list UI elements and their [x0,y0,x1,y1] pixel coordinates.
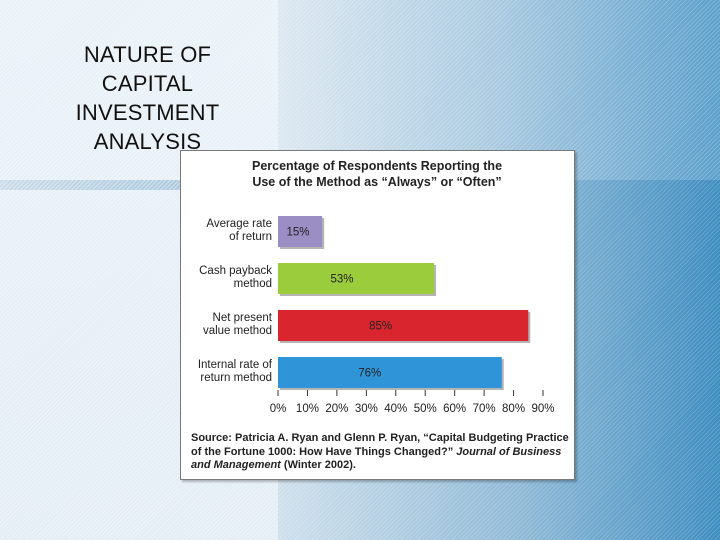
chart-source-note: Source: Patricia A. Ryan and Glenn P. Ry… [191,432,569,473]
x-tick-label: 10% [296,403,319,415]
slide-title: NATURE OF CAPITAL INVESTMENT ANALYSIS [75,42,220,154]
background-divider-band [0,180,278,190]
chart-title-line: Use of the Method as “Always” or “Often” [252,175,501,189]
bar-value-label: 85% [369,321,392,333]
bar-value-label: 15% [286,227,309,239]
x-tick-label: 20% [325,403,348,415]
chart-card: Percentage of Respondents Reporting the U… [180,150,575,480]
bar-value-label: 76% [358,368,381,380]
category-label: method [234,278,272,290]
category-label: value method [203,325,272,337]
x-tick-label: 0% [270,403,287,415]
bar [278,310,529,341]
bar [278,357,502,388]
x-tick-label: 40% [384,403,407,415]
x-tick-label: 80% [502,403,525,415]
category-label: of return [229,231,272,243]
source-journal: Journal of Business and Management [191,445,562,472]
x-tick-label: 60% [443,403,466,415]
source-suffix: (Winter 2002). [280,459,356,471]
category-label: Net present [213,312,273,324]
bar-chart: Percentage of Respondents Reporting the U… [198,159,555,415]
x-tick-label: 30% [355,403,378,415]
bar-value-label: 53% [330,274,353,286]
x-tick-label: 90% [531,403,554,415]
x-tick-label: 70% [473,403,496,415]
chart-title-line: Percentage of Respondents Reporting the [252,159,502,173]
category-label: return method [200,372,272,384]
category-label: Internal rate of [198,359,273,371]
source-prefix: Source: Patricia A. Ryan and Glenn P. Ry… [191,432,569,458]
bar [278,216,323,247]
x-tick-label: 50% [414,403,437,415]
category-label: Average rate [206,218,272,230]
category-label: Cash payback [199,265,272,277]
bar [278,263,435,294]
